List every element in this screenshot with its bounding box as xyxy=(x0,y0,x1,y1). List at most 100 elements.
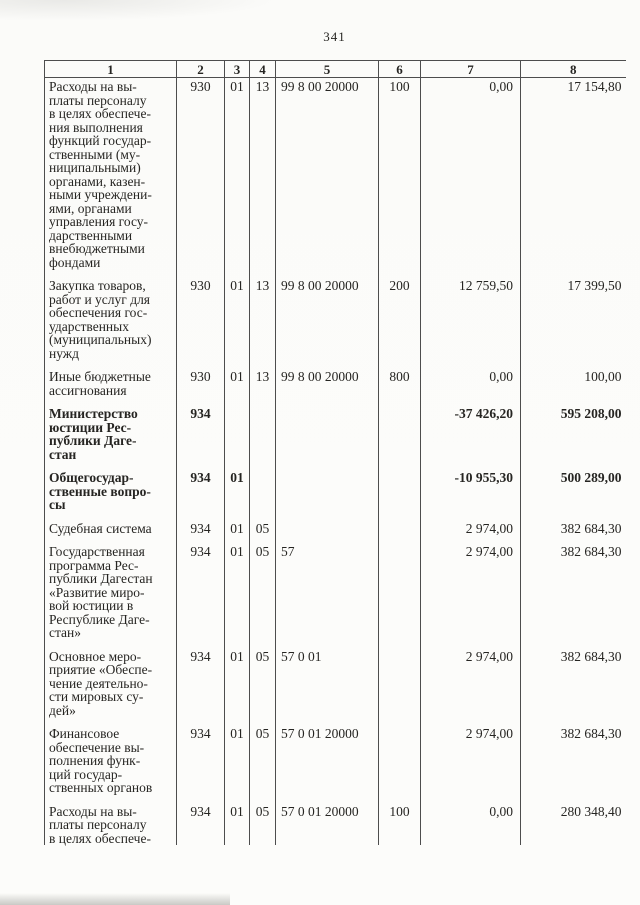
cell-grbs-code: 930 xyxy=(176,360,225,397)
header-cell: 8 xyxy=(520,60,626,78)
cell-expense-type-code xyxy=(378,397,421,461)
cell-expense-type-code xyxy=(378,535,421,640)
table-row: Государственная программа Рес- публики Д… xyxy=(44,535,626,640)
table-row: Судебная система 934 01 05 2 974,00 382 … xyxy=(44,511,626,535)
cell-grbs-code: 930 xyxy=(176,269,225,360)
cell-expense-type-code xyxy=(378,511,421,535)
cell-amount-change: 2 974,00 xyxy=(420,535,521,640)
header-cell: 1 xyxy=(44,60,177,78)
cell-amount-total: 595 208,00 xyxy=(520,397,626,461)
cell-amount-total: 17 154,80 xyxy=(520,77,626,269)
cell-expense-type-code: 100 xyxy=(378,794,421,845)
table-row: Расходы на вы- платы персоналу в целях о… xyxy=(44,77,626,269)
cell-amount-total: 382 684,30 xyxy=(520,511,626,535)
cell-section-code xyxy=(224,397,250,461)
cell-description: Государственная программа Рес- публики Д… xyxy=(44,535,177,640)
cell-amount-total: 100,00 xyxy=(520,360,626,397)
cell-amount-total: 382 684,30 xyxy=(520,535,626,640)
cell-subsection-code: 05 xyxy=(249,639,276,717)
cell-section-code: 01 xyxy=(224,535,250,640)
cell-amount-change: 0,00 xyxy=(420,794,521,845)
cell-amount-change: 12 759,50 xyxy=(420,269,521,360)
cell-description: Закупка товаров, работ и услуг для обесп… xyxy=(44,269,177,360)
header-cell: 7 xyxy=(420,60,521,78)
cell-target-article-code: 57 xyxy=(275,535,379,640)
cell-grbs-code: 930 xyxy=(176,77,225,269)
cell-subsection-code: 13 xyxy=(249,77,276,269)
cell-subsection-code: 05 xyxy=(249,535,276,640)
cell-target-article-code: 57 0 01 xyxy=(275,639,379,717)
cell-target-article-code xyxy=(275,397,379,461)
table-row: Иные бюджетные ассигнования 930 01 13 99… xyxy=(44,360,626,397)
header-cell: 5 xyxy=(275,60,379,78)
cell-amount-total: 500 289,00 xyxy=(520,461,626,512)
table-row: Министерство юстиции Рес- публики Даге- … xyxy=(44,397,626,461)
cell-grbs-code: 934 xyxy=(176,397,225,461)
cell-expense-type-code xyxy=(378,639,421,717)
header-cell: 6 xyxy=(378,60,421,78)
cell-grbs-code: 934 xyxy=(176,717,225,795)
cell-description: Иные бюджетные ассигнования xyxy=(44,360,177,397)
cell-subsection-code xyxy=(249,461,276,512)
cell-section-code: 01 xyxy=(224,269,250,360)
cell-target-article-code xyxy=(275,461,379,512)
cell-target-article-code: 57 0 01 20000 xyxy=(275,794,379,845)
table-body: Расходы на вы- платы персоналу в целях о… xyxy=(44,77,626,845)
cell-subsection-code: 05 xyxy=(249,511,276,535)
cell-description: Расходы на вы- платы персоналу в целях о… xyxy=(44,794,177,845)
cell-amount-change: 0,00 xyxy=(420,360,521,397)
cell-expense-type-code: 800 xyxy=(378,360,421,397)
cell-target-article-code: 99 8 00 20000 xyxy=(275,77,379,269)
cell-amount-change: -37 426,20 xyxy=(420,397,521,461)
cell-amount-change: -10 955,30 xyxy=(420,461,521,512)
cell-amount-change: 2 974,00 xyxy=(420,511,521,535)
cell-expense-type-code xyxy=(378,461,421,512)
cell-subsection-code: 13 xyxy=(249,269,276,360)
header-cell: 4 xyxy=(249,60,276,78)
cell-section-code: 01 xyxy=(224,794,250,845)
cell-subsection-code: 05 xyxy=(249,794,276,845)
cell-amount-total: 17 399,50 xyxy=(520,269,626,360)
cell-grbs-code: 934 xyxy=(176,511,225,535)
cell-description: Общегосудар- ственные вопро- сы xyxy=(44,461,177,512)
cell-expense-type-code: 100 xyxy=(378,77,421,269)
table-row: Финансовое обеспечение вы- полнения функ… xyxy=(44,717,626,795)
cell-amount-change: 0,00 xyxy=(420,77,521,269)
page-number: 341 xyxy=(323,29,346,44)
cell-subsection-code: 13 xyxy=(249,360,276,397)
cell-target-article-code: 57 0 01 20000 xyxy=(275,717,379,795)
table-row: Закупка товаров, работ и услуг для обесп… xyxy=(44,269,626,360)
cell-amount-total: 382 684,30 xyxy=(520,639,626,717)
header-cell: 3 xyxy=(224,60,250,78)
cell-target-article-code: 99 8 00 20000 xyxy=(275,269,379,360)
cell-description: Судебная система xyxy=(44,511,177,535)
table-row: Основное меро- приятие «Обеспе- чение де… xyxy=(44,639,626,717)
table-row: Общегосудар- ственные вопро- сы 934 01 -… xyxy=(44,461,626,512)
cell-grbs-code: 934 xyxy=(176,639,225,717)
cell-description: Расходы на вы- платы персоналу в целях о… xyxy=(44,77,177,269)
cell-section-code: 01 xyxy=(224,360,250,397)
cell-target-article-code: 99 8 00 20000 xyxy=(275,360,379,397)
cell-description: Основное меро- приятие «Обеспе- чение де… xyxy=(44,639,177,717)
cell-description: Финансовое обеспечение вы- полнения функ… xyxy=(44,717,177,795)
header-cell: 2 xyxy=(176,60,225,78)
cell-target-article-code xyxy=(275,511,379,535)
table-row: Расходы на вы- платы персоналу в целях о… xyxy=(44,794,626,845)
cell-grbs-code: 934 xyxy=(176,535,225,640)
cell-section-code: 01 xyxy=(224,511,250,535)
cell-amount-total: 280 348,40 xyxy=(520,794,626,845)
scan-shadow xyxy=(0,893,230,905)
cell-subsection-code: 05 xyxy=(249,717,276,795)
cell-amount-total: 382 684,30 xyxy=(520,717,626,795)
cell-section-code: 01 xyxy=(224,639,250,717)
cell-expense-type-code: 200 xyxy=(378,269,421,360)
cell-expense-type-code xyxy=(378,717,421,795)
cell-amount-change: 2 974,00 xyxy=(420,717,521,795)
cell-description: Министерство юстиции Рес- публики Даге- … xyxy=(44,397,177,461)
cell-section-code: 01 xyxy=(224,77,250,269)
cell-section-code: 01 xyxy=(224,461,250,512)
cell-grbs-code: 934 xyxy=(176,794,225,845)
